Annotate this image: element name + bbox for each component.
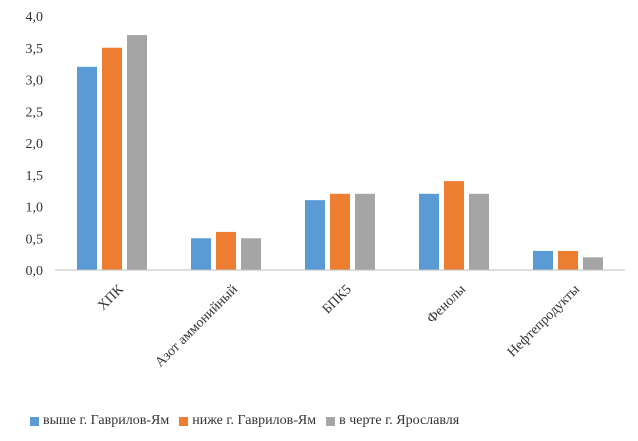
bar-5-series-3 bbox=[583, 257, 603, 270]
bar-2-series-2 bbox=[216, 231, 236, 270]
bar-2-series-3 bbox=[241, 238, 261, 270]
y-tick-label: 1,5 bbox=[26, 169, 44, 184]
bar-groups bbox=[77, 35, 603, 270]
x-tick-label: ХПК bbox=[95, 282, 127, 314]
legend-swatch-series-1 bbox=[30, 416, 39, 426]
y-tick-label: 1,0 bbox=[26, 201, 44, 216]
bar-1-series-1 bbox=[77, 66, 97, 270]
bar-3-series-3 bbox=[355, 193, 375, 270]
y-tick-label: 0,5 bbox=[26, 232, 44, 247]
legend-item-series-3: в черте г. Ярославля bbox=[326, 413, 459, 429]
y-tick-label: 3,5 bbox=[26, 42, 44, 57]
bar-2-series-1 bbox=[191, 238, 211, 270]
bar-4-series-3 bbox=[469, 193, 489, 270]
bar-5-series-1 bbox=[533, 250, 553, 270]
legend-item-series-1: выше г. Гаврилов-Ям bbox=[30, 413, 169, 429]
x-axis: ХПК Азот аммонийный БПК5 Фенолы Нефтепродукт… bbox=[55, 269, 625, 371]
legend-swatch-series-2 bbox=[179, 416, 189, 426]
bar-1-series-3 bbox=[127, 35, 147, 270]
bar-1-series-2 bbox=[102, 47, 122, 270]
legend-label-series-1: выше г. Гаврилов-Ям bbox=[43, 413, 170, 428]
y-tick-label: 2,5 bbox=[26, 105, 44, 120]
x-tick-label: Нефтепродукты bbox=[505, 282, 583, 360]
y-tick-label: 4,0 bbox=[26, 10, 44, 25]
y-axis: 0,0 0,5 1,0 1,5 2,0 2,5 3,0 3,5 4,0 bbox=[26, 10, 44, 279]
legend-label-series-2: ниже г. Гаврилов-Ям bbox=[192, 413, 317, 428]
bar-3-series-1 bbox=[305, 200, 325, 270]
legend-item-series-2: ниже г. Гаврилов-Ям bbox=[179, 413, 316, 429]
y-tick-label: 2,0 bbox=[26, 137, 44, 152]
legend-label-series-3: в черте г. Ярославля bbox=[339, 413, 460, 428]
bar-chart: 0,0 0,5 1,0 1,5 2,0 2,5 3,0 3,5 4,0 ХПК Азот аммо… bbox=[26, 10, 625, 371]
y-tick-label: 3,0 bbox=[26, 74, 44, 89]
legend-swatch-series-3 bbox=[326, 416, 336, 426]
x-tick-label: Азот аммонийный bbox=[153, 282, 242, 371]
bar-4-series-1 bbox=[419, 193, 439, 270]
bar-4-series-2 bbox=[444, 181, 464, 270]
x-tick-label: БПК5 bbox=[320, 282, 355, 317]
bar-3-series-2 bbox=[330, 193, 350, 270]
legend: выше г. Гаврилов-Ям ниже г. Гаврилов-Ям … bbox=[30, 413, 459, 429]
x-tick-label: Фенолы bbox=[424, 282, 469, 327]
bar-5-series-2 bbox=[558, 250, 578, 270]
y-tick-label: 0,0 bbox=[26, 264, 44, 279]
